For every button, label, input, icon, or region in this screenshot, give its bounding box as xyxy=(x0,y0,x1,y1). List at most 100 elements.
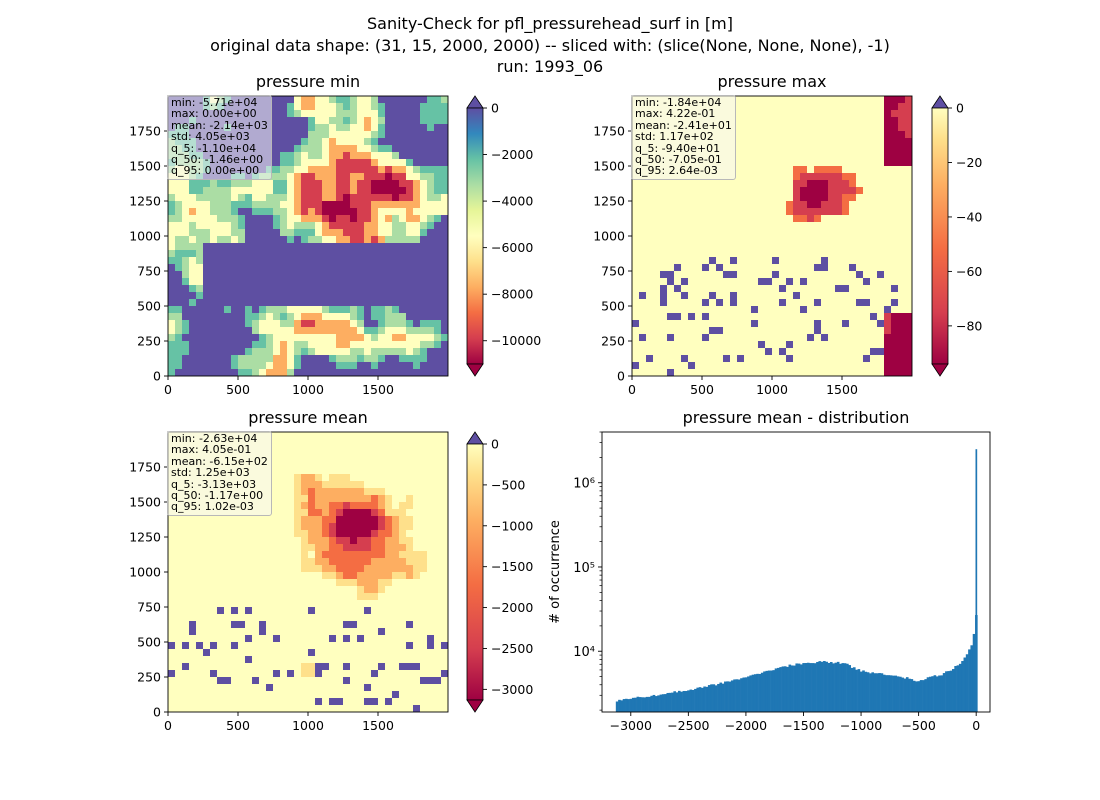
heatmap-mean-cell xyxy=(294,509,301,516)
heatmap-min-cell xyxy=(280,208,287,215)
heatmap-mean-cell xyxy=(350,495,357,502)
heatmap-mean-cell xyxy=(392,691,399,698)
heatmap-max-cell xyxy=(814,320,821,327)
histogram-bar xyxy=(772,670,776,712)
heatmap-min-cell xyxy=(322,215,329,222)
heatmap-min-cell xyxy=(350,236,357,243)
heatmap-min-cell xyxy=(175,208,182,215)
heatmap-min-cell xyxy=(427,194,434,201)
heatmap-mean-cell xyxy=(315,530,322,537)
heatmap-max-cell xyxy=(898,145,905,152)
histogram-bar xyxy=(717,683,720,712)
heatmap-min-cell xyxy=(357,201,364,208)
heatmap-min-cell xyxy=(385,187,392,194)
heatmap-min-cell xyxy=(392,187,399,194)
heatmap-max-cell xyxy=(807,180,814,187)
heatmap-mean-cell xyxy=(301,537,308,544)
histogram-bar xyxy=(887,675,891,712)
heatmap-min-cell xyxy=(371,152,378,159)
heatmap-min-cell xyxy=(357,124,364,131)
heatmap-mean-cell xyxy=(301,488,308,495)
heatmap-min-cell xyxy=(294,173,301,180)
heatmap-mean-cell xyxy=(392,516,399,523)
heatmap-mean-cell xyxy=(406,502,413,509)
heatmap-min-cell xyxy=(294,201,301,208)
heatmap-mean-cell xyxy=(343,635,350,642)
heatmap-max-cell xyxy=(835,194,842,201)
heatmap-mean-cell xyxy=(378,572,385,579)
heatmap-max-cell xyxy=(891,152,898,159)
heatmap-max-cell xyxy=(821,180,828,187)
heatmap-max-cell xyxy=(793,292,800,299)
heatmap-min-cell xyxy=(280,369,287,376)
histogram-bar xyxy=(915,681,918,712)
heatmap-min-cell xyxy=(329,334,336,341)
heatmap-min-cell xyxy=(364,187,371,194)
heatmap-min-cell xyxy=(308,348,315,355)
histogram-bar xyxy=(811,663,815,712)
heatmap-max-cell xyxy=(898,369,905,376)
heatmap-max-cell xyxy=(814,173,821,180)
heatmap-max-cell xyxy=(898,152,905,159)
heatmap-min-cell xyxy=(350,103,357,110)
heatmap-min-cell xyxy=(385,145,392,152)
heatmap-min-cell xyxy=(280,201,287,208)
heatmap-max-cell xyxy=(891,110,898,117)
heatmap-min-cell xyxy=(231,236,238,243)
heatmap-min-cell xyxy=(315,327,322,334)
histogram-bar xyxy=(724,681,727,712)
heatmap-min-cell xyxy=(301,348,308,355)
heatmap-min-cell xyxy=(322,306,329,313)
heatmap-max-cell xyxy=(898,341,905,348)
heatmap-min-cell xyxy=(441,334,448,341)
heatmap-min-cell xyxy=(315,236,322,243)
heatmap-min-cell xyxy=(357,327,364,334)
heatmap-mean-cell xyxy=(371,558,378,565)
heatmap-min-cell xyxy=(357,348,364,355)
heatmap-min-cell xyxy=(245,187,252,194)
histogram-bar xyxy=(885,675,888,712)
heatmap-max-cell xyxy=(891,320,898,327)
heatmap-mean-cell xyxy=(392,544,399,551)
heatmap-min-cell xyxy=(413,334,420,341)
heatmap-mean-cell xyxy=(378,551,385,558)
heatmap-min-cell xyxy=(189,278,196,285)
histogram-bar xyxy=(818,661,822,712)
colorbar-mean-tick-label: −3000 xyxy=(491,682,533,697)
stat-line: q_50: -1.46e+00 xyxy=(171,153,264,167)
heatmap-min-cell xyxy=(287,222,294,229)
heatmap-min-cell xyxy=(364,117,371,124)
heatmap-mean-cell xyxy=(343,565,350,572)
heatmap-min-cell xyxy=(259,348,266,355)
heatmap-min-cell xyxy=(357,96,364,103)
heatmap-mean-cell xyxy=(357,635,364,642)
heatmap-min-cell xyxy=(175,362,182,369)
histogram-bar xyxy=(882,674,886,712)
histogram-bar xyxy=(654,696,658,712)
heatmap-mean-cell xyxy=(350,516,357,523)
histogram-bar xyxy=(682,690,686,712)
heatmap-min-cell xyxy=(315,110,322,117)
heatmap-mean-cell xyxy=(343,663,350,670)
heatmap-min-cell xyxy=(182,229,189,236)
heatmap-min-cell xyxy=(336,117,343,124)
heatmap-max-cell xyxy=(828,180,835,187)
heatmap-max-ytick-label: 1750 xyxy=(593,124,625,139)
heatmap-min-cell xyxy=(301,236,308,243)
heatmap-min-cell xyxy=(273,369,280,376)
heatmap-mean-cell xyxy=(413,572,420,579)
heatmap-min-cell xyxy=(364,131,371,138)
heatmap-min-cell xyxy=(441,103,448,110)
heatmap-min-cell xyxy=(308,110,315,117)
heatmap-min-cell xyxy=(420,320,427,327)
heatmap-max-cell xyxy=(814,180,821,187)
heatmap-min-cell xyxy=(189,236,196,243)
heatmap-min-ytick-label: 250 xyxy=(137,334,161,349)
heatmap-max-cell xyxy=(891,131,898,138)
heatmap-min-cell xyxy=(336,194,343,201)
heatmap-min-cell xyxy=(329,187,336,194)
heatmap-max-cell xyxy=(898,110,905,117)
heatmap-mean-cell xyxy=(371,572,378,579)
heatmap-min-cell xyxy=(322,236,329,243)
heatmap-min-cell xyxy=(168,334,175,341)
